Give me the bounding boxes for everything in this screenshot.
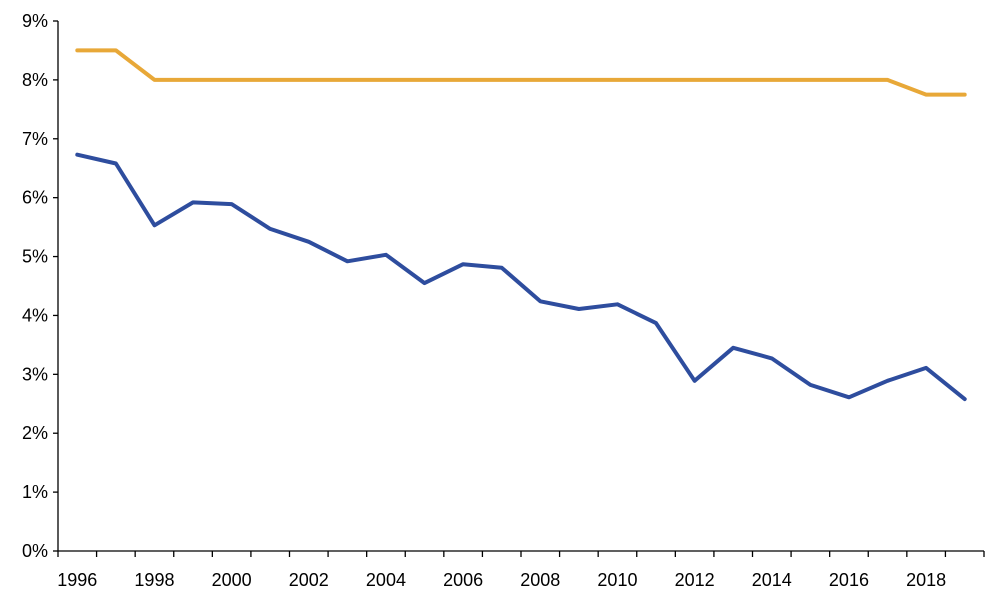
x-tick-label: 1998 (134, 570, 174, 590)
x-tick-label: 2018 (906, 570, 946, 590)
x-tick-label: 1996 (57, 570, 97, 590)
y-tick-label: 5% (22, 247, 48, 267)
y-tick-label: 1% (22, 482, 48, 502)
y-tick-label: 8% (22, 70, 48, 90)
series-line-2 (75, 152, 967, 402)
y-tick-label: 2% (22, 423, 48, 443)
y-tick-label: 4% (22, 305, 48, 325)
x-tick-label: 2014 (752, 570, 792, 590)
x-axis: 1996 1998 2000 2002 2004 2006 2008 2010 2012 2014… (57, 550, 985, 590)
y-tick-label: 0% (22, 541, 48, 561)
y-tick-label: 6% (22, 188, 48, 208)
x-tick-label: 2016 (829, 570, 869, 590)
y-tick-label: 7% (22, 129, 48, 149)
x-tick-label: 2012 (675, 570, 715, 590)
x-tick-label: 2004 (366, 570, 406, 590)
series-line-1 (75, 48, 967, 97)
x-tick-label: 2000 (212, 570, 252, 590)
x-tick-label: 2006 (443, 570, 483, 590)
y-tick-label: 3% (22, 364, 48, 384)
y-tick-label: 9% (22, 11, 48, 31)
x-tick-label: 2008 (520, 570, 560, 590)
x-tick-label: 2002 (289, 570, 329, 590)
y-axis: 0% 1% 2% 3% 4% 5% 6% 7% 8% 9% (22, 11, 59, 561)
x-tick-label: 2010 (597, 570, 637, 590)
series-group (75, 48, 967, 402)
